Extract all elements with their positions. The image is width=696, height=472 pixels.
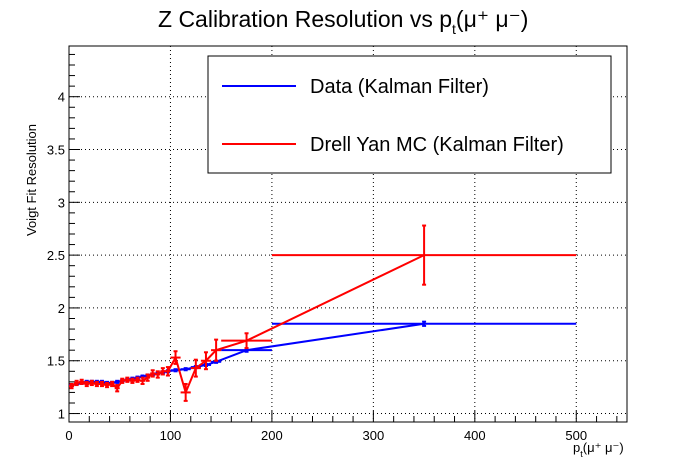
data-point [422, 322, 426, 325]
data-point [194, 366, 198, 370]
data-point [115, 387, 119, 390]
x-tick-label: 0 [65, 428, 72, 443]
data-point [245, 348, 248, 352]
chart-title: Z Calibration Resolution vs pt(μ⁺ μ⁻) [158, 6, 528, 37]
data-point [121, 379, 124, 383]
y-axis-title: Voigt Fit Resolution [24, 124, 39, 236]
legend-box [207, 55, 612, 174]
data-point [131, 379, 134, 383]
data-point [214, 348, 218, 352]
y-tick-label: 2 [58, 301, 65, 316]
data-point [115, 380, 119, 384]
y-tick-label: 4 [58, 90, 65, 105]
series-1 [69, 224, 577, 402]
grid [69, 46, 627, 422]
data-point [141, 379, 144, 383]
legend-label-mc: Drell Yan MC (Kalman Filter) [310, 134, 564, 156]
data-point [100, 382, 104, 386]
data-point [70, 384, 73, 388]
y-tick-label: 2.5 [47, 248, 65, 263]
series-layer [69, 224, 577, 402]
data-point [136, 378, 139, 381]
data-point [184, 367, 187, 371]
data-point [422, 253, 426, 257]
y-tick-label: 3.5 [47, 143, 65, 158]
x-axis-title: pt(μ⁺ μ⁻) [573, 440, 624, 459]
x-tick-label: 500 [565, 428, 587, 443]
data-point [75, 381, 78, 385]
data-point [204, 359, 208, 362]
y-tick-label: 1.5 [47, 354, 65, 369]
axes: 0 100 200 300 400 500 1 1.5 2 2.5 3 3.5 4 [47, 45, 628, 443]
data-point [166, 370, 170, 373]
data-point [95, 382, 99, 386]
y-tick-label: 3 [58, 195, 65, 210]
data-point [245, 339, 248, 342]
data-point [151, 372, 154, 375]
legend: Data (Kalman Filter) Drell Yan MC (Kalma… [207, 55, 612, 174]
x-tick-label: 200 [261, 428, 283, 443]
x-tick-label: 300 [363, 428, 385, 443]
data-point [156, 373, 159, 376]
data-point [184, 391, 187, 394]
legend-label-data: Data (Kalman Filter) [310, 76, 489, 98]
data-point [174, 356, 177, 359]
data-point [161, 370, 165, 373]
x-tick-label: 100 [160, 428, 182, 443]
data-point [110, 382, 114, 386]
data-point [174, 369, 177, 372]
x-tick-label: 400 [464, 428, 486, 443]
data-point [105, 383, 109, 387]
data-point [146, 376, 149, 379]
data-point [85, 382, 88, 386]
y-tick-label: 1 [58, 407, 65, 422]
data-point [90, 381, 94, 385]
data-point [80, 380, 83, 384]
data-point [126, 378, 129, 381]
